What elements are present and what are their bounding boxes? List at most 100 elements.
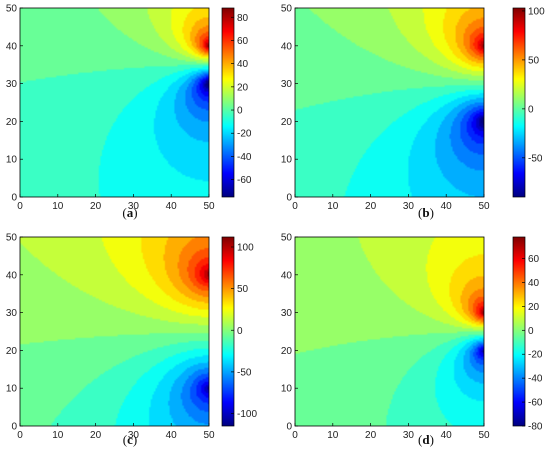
x-tick-label: 40 (166, 430, 178, 441)
y-tick-label: 50 (281, 233, 293, 244)
x-tick-label: 0 (292, 201, 298, 212)
colorbar-tick-label: 0 (528, 326, 534, 337)
colorbar-frame (512, 7, 526, 198)
x-tick-label: 30 (403, 201, 415, 212)
panel-caption: (d) (418, 432, 434, 447)
colorbar-tick-label: -50 (237, 367, 252, 378)
colorbar-gradient (513, 237, 525, 426)
colorbar-frame (512, 236, 526, 427)
colorbar: 80 60 40 20 0 -20 -40 -60 (221, 7, 252, 198)
y-tick-label: 20 (6, 346, 18, 357)
x-tick-label: 20 (365, 430, 377, 441)
x-tick-label: 20 (90, 430, 102, 441)
y-tick-label: 30 (6, 79, 18, 90)
colorbar-tick-label: 20 (528, 302, 540, 313)
x-tick-label: 10 (52, 201, 64, 212)
x-tick-label: 40 (441, 201, 453, 212)
x-tick-label: 10 (327, 430, 339, 441)
colorbar-tick-label: -60 (528, 398, 543, 409)
plot-frame (294, 236, 485, 427)
colorbar-tick-label: 50 (528, 55, 540, 66)
x-tick-label: 30 (128, 201, 140, 212)
colorbar-frame (221, 236, 235, 427)
colorbar-tick-label: -60 (237, 175, 252, 186)
colorbar: 60 40 20 0 -20 -40 -60 -80 (512, 236, 543, 433)
x-tick-label: 10 (327, 201, 339, 212)
x-tick-label: 50 (478, 201, 490, 212)
plot-frame (19, 236, 210, 427)
x-tick-label: 20 (90, 201, 102, 212)
y-tick-label: 20 (6, 117, 18, 128)
panel-caption: (c) (123, 432, 137, 447)
panel-d: 0 10 20 30 40 50 0 10 20 30 40 50 60 40 20 0 -20 -40 -60 -8… (281, 233, 543, 448)
y-tick-label: 20 (281, 117, 293, 128)
x-tick-label: 30 (403, 430, 415, 441)
colorbar-tick-label: 0 (528, 104, 534, 115)
panel-letter: a (127, 205, 134, 220)
x-tick-label: 0 (292, 430, 298, 441)
y-tick-label: 40 (6, 41, 18, 52)
x-tick-label: 40 (441, 430, 453, 441)
colorbar-tick-label: 60 (528, 254, 540, 265)
colorbar-tick-label: -20 (237, 129, 252, 140)
colorbar-tick-label: 20 (237, 82, 249, 93)
x-tick-label: 10 (52, 430, 64, 441)
x-tick-label: 40 (166, 201, 178, 212)
colorbar-gradient (222, 8, 234, 197)
x-tick-label: 50 (203, 430, 215, 441)
colorbar-frame (221, 7, 235, 198)
x-tick-label: 0 (17, 201, 23, 212)
colorbar-tick-label: 100 (237, 242, 254, 253)
x-tick-label: 50 (203, 201, 215, 212)
y-tick-label: 40 (6, 270, 18, 281)
panel-letter: b (422, 205, 429, 220)
colorbar-tick-label: 100 (528, 6, 545, 17)
y-tick-label: 10 (6, 384, 18, 395)
colorbar-gradient (513, 8, 525, 197)
y-tick-label: 50 (6, 233, 18, 244)
panel-caption: (a) (122, 205, 137, 220)
panel-letter: d (422, 432, 430, 447)
y-tick-label: 30 (6, 308, 18, 319)
panel-b: 0 10 20 30 40 50 0 10 20 30 40 50 100 50 0 -50 (b) (281, 4, 545, 221)
panel-a: 0 10 20 30 40 50 0 10 20 30 40 50 80 60 40 20 0 -20 -40 -60… (6, 4, 252, 221)
y-tick-label: 30 (281, 308, 293, 319)
x-tick-label: 0 (17, 430, 23, 441)
colorbar-tick-label: 0 (237, 106, 243, 117)
plot-frame (294, 7, 485, 198)
colorbar: 100 50 0 -50 (512, 6, 545, 198)
panel-caption: (b) (418, 205, 434, 220)
y-tick-label: 0 (11, 193, 17, 204)
x-tick-label: 30 (128, 430, 140, 441)
field-heatmap (20, 8, 209, 197)
colorbar-tick-label: 40 (528, 278, 540, 289)
colorbar-tick-label: 50 (237, 284, 249, 295)
y-tick-label: 40 (281, 41, 293, 52)
field-heatmap (20, 237, 209, 426)
colorbar-tick-label: 60 (237, 36, 249, 47)
y-tick-label: 20 (281, 346, 293, 357)
colorbar-tick-label: -40 (237, 152, 252, 163)
y-tick-label: 40 (281, 270, 293, 281)
y-tick-label: 0 (286, 193, 292, 204)
panel-letter: c (127, 432, 133, 447)
colorbar-tick-label: -100 (237, 409, 257, 420)
colorbar-tick-label: -50 (528, 153, 543, 164)
colorbar-tick-label: 0 (237, 326, 243, 337)
y-tick-label: 50 (6, 4, 18, 15)
y-tick-label: 0 (11, 422, 17, 433)
y-tick-label: 10 (281, 155, 293, 166)
field-heatmap (295, 8, 484, 197)
y-tick-label: 10 (6, 155, 18, 166)
colorbar-tick-label: -80 (528, 422, 543, 433)
colorbar-tick-label: -20 (528, 350, 543, 361)
colorbar: 100 50 0 -50 -100 (221, 236, 257, 427)
plot-frame (19, 7, 210, 198)
y-tick-label: 0 (286, 422, 292, 433)
colorbar-tick-label: -40 (528, 374, 543, 385)
colorbar-gradient (222, 237, 234, 426)
colorbar-tick-label: 40 (237, 59, 249, 70)
y-tick-label: 10 (281, 384, 293, 395)
y-tick-label: 50 (281, 4, 293, 15)
